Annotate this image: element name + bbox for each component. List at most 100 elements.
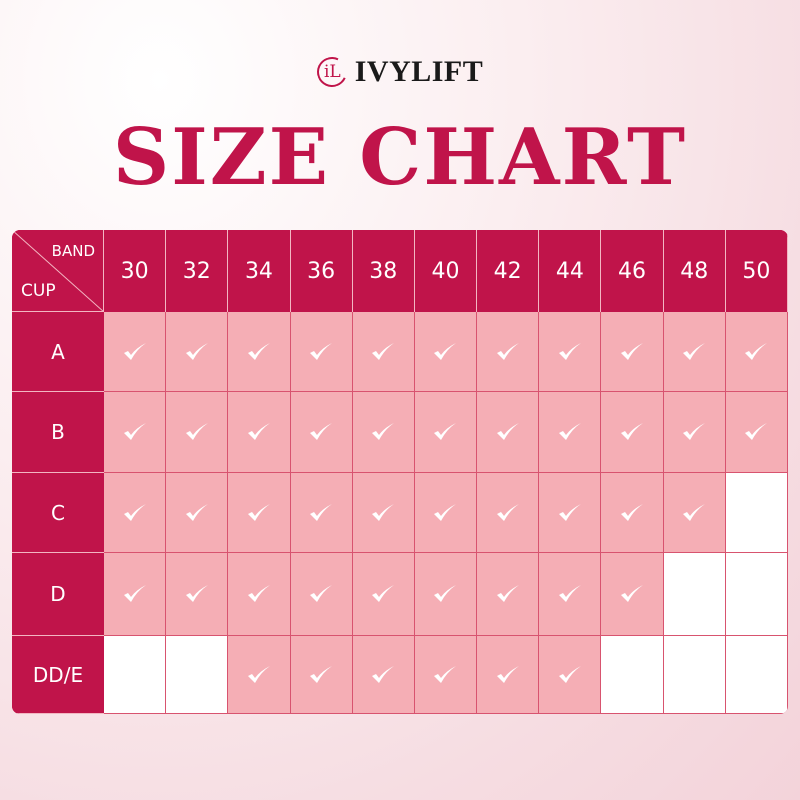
check-icon — [683, 503, 706, 521]
check-icon — [372, 665, 395, 683]
cup-header: A — [12, 312, 104, 392]
cup-header: B — [12, 392, 104, 473]
size-available-cell — [725, 392, 788, 473]
check-icon — [496, 585, 519, 602]
check-icon — [123, 585, 146, 602]
check-icon — [247, 503, 270, 521]
size-available-cell — [290, 392, 353, 473]
size-available-cell — [228, 312, 291, 392]
size-available-cell — [601, 553, 664, 636]
check-icon — [247, 585, 270, 602]
size-available-cell — [352, 553, 415, 636]
size-unavailable-cell — [725, 553, 788, 636]
corner-header: BAND CUP — [12, 230, 104, 312]
band-header-38: 38 — [352, 230, 415, 312]
band-header-48: 48 — [663, 230, 726, 312]
size-unavailable-cell — [601, 636, 664, 714]
check-icon — [558, 423, 581, 440]
check-icon — [123, 503, 146, 521]
size-unavailable-cell — [663, 636, 726, 714]
size-available-cell — [539, 473, 602, 553]
size-available-cell — [104, 392, 167, 473]
check-icon — [434, 342, 457, 360]
size-available-cell — [352, 392, 415, 473]
size-available-cell — [166, 392, 229, 473]
size-chart-table: BAND CUP 30 32 34 36 38 40 42 44 46 48 50 A B C D DD/E — [12, 230, 788, 714]
size-available-cell — [601, 473, 664, 553]
check-icon — [123, 423, 146, 440]
size-available-cell — [290, 312, 353, 392]
check-icon — [496, 665, 519, 683]
check-icon — [372, 503, 395, 521]
check-icon — [558, 503, 581, 521]
check-icon — [310, 423, 333, 440]
page-title: SIZE CHART — [112, 112, 688, 203]
check-icon — [123, 342, 146, 360]
size-available-cell — [228, 553, 291, 636]
check-icon — [185, 423, 208, 440]
check-icon — [621, 585, 644, 602]
size-available-cell — [228, 473, 291, 553]
size-available-cell — [663, 473, 726, 553]
size-available-cell — [477, 312, 540, 392]
check-icon — [434, 665, 457, 683]
size-available-cell — [414, 312, 478, 392]
check-icon — [310, 665, 333, 683]
size-available-cell — [166, 473, 229, 553]
cup-label: CUP — [21, 281, 56, 301]
size-available-cell — [352, 312, 415, 392]
check-icon — [310, 503, 333, 521]
check-icon — [621, 423, 644, 440]
size-available-cell — [539, 312, 602, 392]
check-icon — [621, 342, 644, 360]
check-icon — [372, 342, 395, 360]
check-icon — [558, 342, 581, 360]
size-available-cell — [290, 473, 353, 553]
size-available-cell — [601, 392, 664, 473]
size-available-cell — [539, 553, 602, 636]
band-label: BAND — [51, 242, 95, 260]
check-icon — [247, 342, 270, 360]
check-icon — [621, 503, 644, 521]
check-icon — [496, 342, 519, 360]
brand-name: IVYLIFT — [354, 55, 484, 88]
size-unavailable-cell — [104, 636, 167, 714]
check-icon — [434, 585, 457, 602]
size-available-cell — [477, 636, 540, 714]
band-header-34: 34 — [228, 230, 291, 312]
size-available-cell — [104, 553, 167, 636]
logo-mark-icon: iL — [312, 52, 351, 92]
check-icon — [434, 503, 457, 521]
check-icon — [496, 503, 519, 521]
check-icon — [310, 342, 333, 360]
check-icon — [185, 342, 208, 360]
band-header-44: 44 — [539, 230, 602, 312]
band-header-50: 50 — [725, 230, 788, 312]
check-icon — [372, 585, 395, 602]
cup-header: D — [12, 553, 104, 636]
check-icon — [310, 585, 333, 602]
size-available-cell — [663, 312, 726, 392]
size-available-cell — [539, 636, 602, 714]
check-icon — [558, 585, 581, 602]
size-available-cell — [290, 636, 353, 714]
size-available-cell — [414, 553, 478, 636]
check-icon — [496, 423, 519, 440]
check-icon — [683, 423, 706, 440]
band-header-40: 40 — [414, 230, 478, 312]
size-available-cell — [228, 392, 291, 473]
brand-logo: iL IVYLIFT — [0, 52, 800, 92]
band-header-30: 30 — [104, 230, 167, 312]
size-available-cell — [352, 636, 415, 714]
check-icon — [247, 423, 270, 440]
size-available-cell — [601, 312, 664, 392]
check-icon — [247, 665, 270, 683]
cup-header: DD/E — [12, 636, 104, 714]
size-unavailable-cell — [663, 553, 726, 636]
size-available-cell — [539, 392, 602, 473]
check-icon — [372, 423, 395, 440]
size-available-cell — [414, 473, 478, 553]
check-icon — [683, 342, 706, 360]
size-available-cell — [166, 312, 229, 392]
size-unavailable-cell — [166, 636, 229, 714]
